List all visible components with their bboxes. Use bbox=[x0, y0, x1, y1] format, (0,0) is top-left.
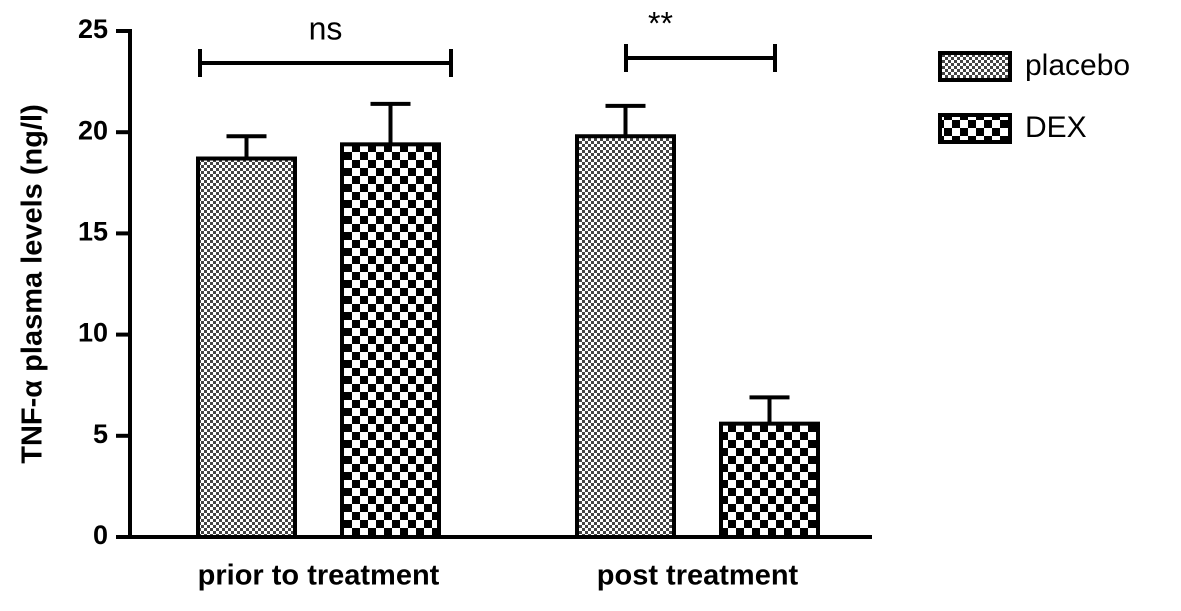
bar bbox=[196, 156, 297, 539]
y-tick-label: 25 bbox=[78, 14, 108, 44]
y-tick-label: 20 bbox=[78, 115, 108, 145]
bar bbox=[719, 421, 820, 540]
legend-label: DEX bbox=[1025, 111, 1087, 144]
y-tick-label: 0 bbox=[93, 520, 108, 550]
legend-label: placebo bbox=[1025, 49, 1130, 82]
significance-label: ns bbox=[309, 10, 343, 46]
legend-swatch bbox=[938, 113, 1012, 144]
bar bbox=[575, 134, 676, 540]
x-tick-label: post treatment bbox=[597, 560, 799, 592]
y-tick-label: 5 bbox=[93, 419, 108, 449]
y-tick-label: 10 bbox=[78, 318, 108, 348]
x-tick-label: prior to treatment bbox=[198, 560, 440, 592]
y-axis-label: TNF-α plasma levels (ng/l) bbox=[17, 104, 49, 463]
bar bbox=[340, 142, 441, 539]
significance-label: ** bbox=[648, 5, 673, 41]
legend-swatch bbox=[938, 51, 1012, 82]
y-tick-label: 15 bbox=[78, 217, 108, 247]
